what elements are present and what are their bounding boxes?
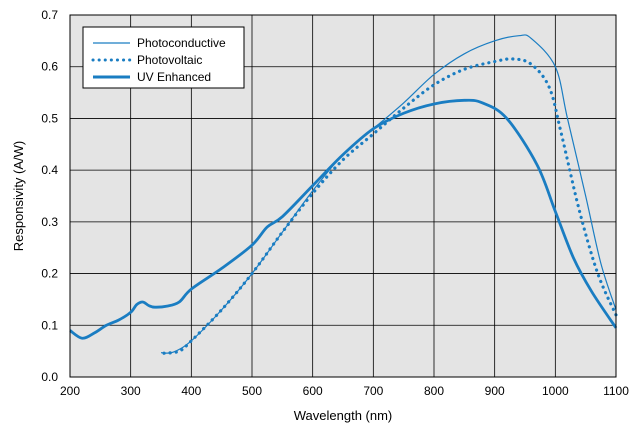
- x-axis-label: Wavelength (nm): [294, 408, 393, 423]
- x-tick-label: 700: [363, 384, 383, 398]
- x-tick-label: 200: [60, 384, 80, 398]
- y-tick-label: 0.0: [41, 370, 58, 384]
- legend: Photoconductive Photovoltaic UV Enhanced: [82, 26, 245, 89]
- x-tick-label: 400: [181, 384, 201, 398]
- x-tick-label: 800: [424, 384, 444, 398]
- y-tick-label: 0.6: [41, 60, 58, 74]
- x-tick-label: 1100: [603, 384, 629, 398]
- series-layer: [69, 34, 618, 355]
- series-uv-enhanced: [69, 98, 618, 340]
- x-tick-label: 500: [242, 384, 262, 398]
- y-tick-label: 0.2: [41, 267, 58, 281]
- legend-label-photovoltaic: Photovoltaic: [137, 53, 202, 67]
- y-tick-label: 0.3: [41, 215, 58, 229]
- y-axis-label: Responsivity (A/W): [11, 141, 26, 252]
- y-tick-label: 0.1: [41, 318, 58, 332]
- y-tick-label: 0.7: [41, 8, 58, 22]
- x-tick-label: 900: [485, 384, 505, 398]
- y-tick-label: 0.4: [41, 163, 58, 177]
- series-photovoltaic: [162, 57, 618, 355]
- y-tick-label: 0.5: [41, 111, 58, 125]
- x-tick-label: 1000: [542, 384, 569, 398]
- x-tick-label: 300: [121, 384, 141, 398]
- x-tick-label: 600: [303, 384, 323, 398]
- tick-labels: 200 300 400 500 600 700 800 900 1000 1100 0.0 0.1 0.…: [41, 8, 629, 398]
- legend-label-photoconductive: Photoconductive: [137, 36, 226, 50]
- plot-frame: [69, 14, 617, 378]
- legend-label-uv-enhanced: UV Enhanced: [137, 70, 211, 84]
